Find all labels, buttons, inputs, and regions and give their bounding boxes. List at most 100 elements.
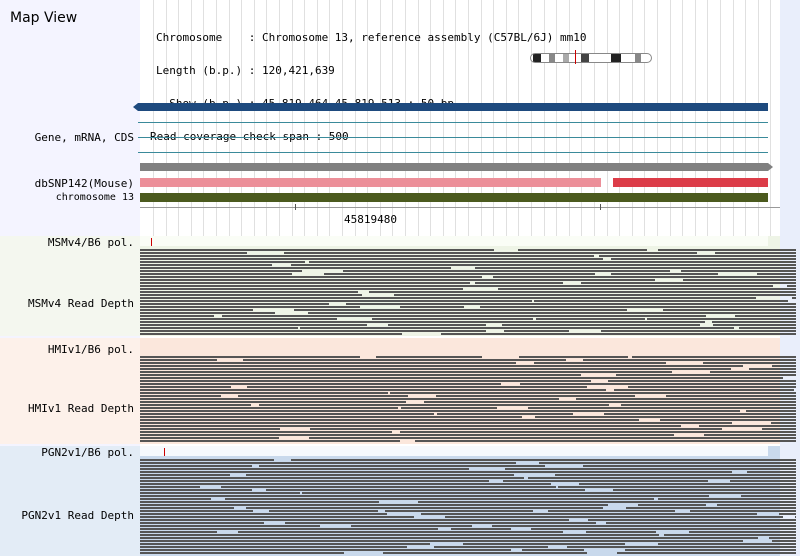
read-segment (632, 356, 796, 358)
read-segment (690, 510, 796, 512)
gene-bar[interactable] (138, 103, 768, 111)
grid-line (581, 0, 582, 236)
grid-line (405, 0, 406, 236)
read-segment (140, 249, 494, 251)
read-segment (502, 324, 700, 326)
read-segment (140, 300, 532, 302)
read-segment (140, 261, 305, 263)
read-segment (400, 306, 464, 308)
read-segment (246, 507, 603, 509)
transcript-line-3[interactable] (138, 152, 768, 153)
read-segment (611, 273, 718, 275)
read-segment (140, 365, 743, 367)
dbsnp-gray-bar[interactable] (140, 163, 768, 171)
read-segment (475, 282, 563, 284)
read-segment (531, 528, 796, 530)
read-segment (628, 386, 796, 388)
read-segment (683, 279, 796, 281)
read-segment (140, 392, 388, 394)
read-segment (715, 252, 796, 254)
read-segment (535, 416, 796, 418)
grid-line (443, 0, 444, 236)
msm-pol-label: MSMv4/B6 pol. (47, 236, 134, 249)
read-segment (309, 437, 796, 439)
read-segment (505, 468, 796, 470)
read-segment (415, 440, 796, 442)
read-segment (140, 477, 524, 479)
read-segment (689, 531, 796, 533)
ideogram-position-marker (575, 50, 576, 64)
read-segment (140, 528, 438, 530)
dbsnp-arrow-icon (768, 163, 773, 171)
read-segment (238, 395, 408, 397)
grid-line (770, 0, 771, 236)
read-segment (503, 480, 708, 482)
read-segment (558, 486, 796, 488)
grid-line (493, 0, 494, 236)
read-segment (140, 546, 407, 548)
read-segment (266, 489, 585, 491)
read-segment (247, 386, 587, 388)
msm-pol-marker[interactable] (151, 238, 152, 246)
read-segment (140, 333, 402, 335)
read-segment (140, 519, 569, 521)
read-segment (140, 380, 591, 382)
read-segment (140, 425, 681, 427)
grid-line (468, 0, 469, 236)
transcript-line-1[interactable] (138, 122, 768, 123)
grid-line (733, 0, 734, 236)
read-segment (140, 315, 214, 317)
read-segment (140, 395, 221, 397)
read-segment (769, 537, 796, 539)
read-segment (658, 249, 796, 251)
read-segment (140, 383, 501, 385)
read-segment (140, 483, 551, 485)
read-segment (140, 531, 217, 533)
grid-line (216, 0, 217, 236)
read-segment (437, 413, 573, 415)
grid-line (657, 0, 658, 236)
read-segment (520, 383, 796, 385)
chromosome-ideogram[interactable] (530, 53, 652, 63)
read-segment (746, 410, 796, 412)
read-segment (140, 297, 756, 299)
read-segment (140, 303, 329, 305)
grid-line (418, 0, 419, 236)
read-segment (140, 510, 253, 512)
read-segment (493, 276, 796, 278)
read-segment (343, 270, 670, 272)
grid-line (707, 0, 708, 236)
read-segment (717, 504, 796, 506)
grid-line (279, 0, 280, 236)
read-segment (140, 282, 470, 284)
read-segment (140, 285, 773, 287)
grid-line (241, 0, 242, 236)
transcript-line-2[interactable] (138, 137, 768, 138)
dbsnp-pink-bar[interactable] (140, 178, 601, 187)
read-segment (583, 465, 796, 467)
read-segment (730, 480, 796, 482)
info-length: Length (b.p.) : 120,421,639 (156, 64, 335, 77)
read-segment (699, 425, 796, 427)
read-segment (140, 401, 406, 403)
read-segment (140, 294, 362, 296)
read-segment (309, 261, 796, 263)
read-segment (703, 362, 796, 364)
read-segment (588, 519, 796, 521)
read-segment (284, 252, 697, 254)
read-segment (518, 249, 647, 251)
pgn-pol-marker[interactable] (164, 448, 165, 456)
read-segment (583, 359, 796, 361)
read-segment (475, 267, 796, 269)
read-segment (140, 368, 731, 370)
read-segment (140, 374, 581, 376)
read-segment (140, 252, 247, 254)
grid-line (682, 0, 683, 236)
dbsnp-red-bar[interactable] (613, 178, 768, 187)
read-segment (704, 434, 796, 436)
grid-line (720, 0, 721, 236)
read-segment (608, 380, 796, 382)
read-segment (522, 549, 584, 551)
read-segment (434, 546, 548, 548)
chromosome-bar[interactable] (140, 193, 768, 202)
